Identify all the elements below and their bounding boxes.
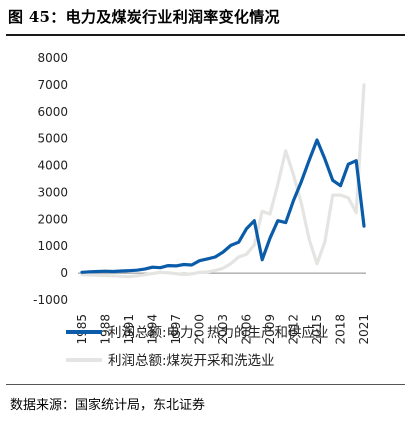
series-line-1: [80, 83, 366, 279]
x-tick-label: 2012: [287, 314, 301, 345]
figure-title: 图 45：电力及煤炭行业利润率变化情况: [8, 8, 280, 26]
y-tick-label: 4000: [37, 159, 68, 173]
source-note: 数据来源：国家统计局，东北证券: [10, 398, 206, 413]
legend-label-0: 利润总额:电力、热力的生产和供应业: [108, 324, 329, 341]
y-axis: 8000 7000 6000 5000 4000 3000 2000 1000 0 -1000: [33, 51, 68, 307]
x-tick-label: 2003: [216, 314, 230, 345]
legend-label-1: 利润总额:煤炭开采和洗选业: [108, 353, 275, 369]
series-line-0: [80, 138, 366, 274]
x-tick-label: 2000: [193, 314, 207, 345]
y-tick-label: -1000: [33, 293, 68, 307]
x-tick-label: 2009: [263, 314, 277, 345]
y-tick-label: 0: [60, 266, 68, 280]
x-tick-label: 2006: [240, 314, 254, 345]
line-chart: 8000 7000 6000 5000 4000 3000 2000 1000 0 -1000 1…: [33, 51, 371, 369]
x-tick-label: 1991: [122, 314, 136, 345]
x-tick-label: 2015: [310, 314, 324, 345]
y-tick-label: 1000: [37, 239, 68, 253]
y-tick-label: 7000: [37, 78, 68, 92]
x-tick-label: 1997: [169, 314, 183, 345]
x-axis: 1985 1988 1991 1994 1997 2000 2003 2006 2009 2012…: [75, 314, 371, 345]
title-divider: [6, 34, 405, 36]
y-tick-label: 3000: [37, 185, 68, 199]
x-tick-label: 2021: [357, 314, 371, 345]
x-tick-label: 1994: [146, 314, 160, 345]
y-tick-label: 2000: [37, 212, 68, 226]
source-divider: [6, 384, 405, 385]
y-tick-label: 8000: [37, 51, 68, 65]
series-lines: [80, 83, 366, 279]
x-tick-label: 1985: [75, 314, 89, 345]
x-tick-label: 2018: [334, 314, 348, 345]
y-tick-label: 6000: [37, 105, 68, 119]
y-tick-label: 5000: [37, 132, 68, 146]
x-tick-label: 1988: [99, 314, 113, 345]
